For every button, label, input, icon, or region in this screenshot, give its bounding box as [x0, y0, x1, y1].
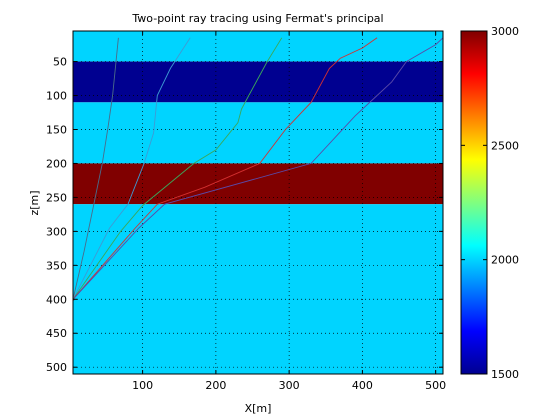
y-tick-label: 300 — [46, 225, 67, 238]
velocity-layer — [73, 204, 443, 374]
velocity-layer — [73, 61, 443, 103]
y-tick-label: 150 — [46, 123, 67, 136]
colorbar-tick-label: 2000 — [491, 254, 519, 267]
velocity-layers — [73, 31, 443, 374]
y-tick-label: 450 — [46, 327, 67, 340]
ray-path — [73, 37, 191, 300]
y-tick-label: 350 — [46, 259, 67, 272]
y-tick-label: 100 — [46, 90, 67, 103]
x-tick-label: 100 — [132, 379, 153, 392]
colorbar-ticks: 1500 2000 2500 3000 — [461, 25, 519, 381]
x-tick-label: 300 — [279, 379, 300, 392]
ray-path — [73, 37, 119, 300]
y-axis-label: z[m] — [28, 190, 41, 215]
colorbar-tick-label: 2500 — [491, 139, 519, 152]
y-tick-label: 250 — [46, 191, 67, 204]
y-tick-label: 500 — [46, 361, 67, 374]
velocity-layer — [73, 163, 443, 205]
y-tick-label: 200 — [46, 157, 67, 170]
ray-path — [73, 37, 443, 300]
velocity-layer — [73, 31, 443, 62]
plot-frame — [72, 30, 444, 375]
y-axis-ticks: 50 100 150 200 250 300 350 400 450 500 — [46, 56, 443, 374]
x-tick-label: 400 — [352, 379, 373, 392]
colorbar-tick-label: 3000 — [491, 25, 519, 38]
colorbar-gradient — [460, 30, 488, 375]
plot-area — [73, 31, 443, 374]
ray-path — [73, 37, 283, 300]
velocity-layer — [73, 102, 443, 164]
y-tick-label: 400 — [46, 293, 67, 306]
ray-path — [73, 37, 378, 300]
x-tick-label: 200 — [205, 379, 226, 392]
chart-title: Two-point ray tracing using Fermat's pri… — [131, 12, 383, 25]
x-tick-label: 500 — [425, 379, 446, 392]
x-axis-ticks: 100 200 300 400 500 — [132, 31, 446, 392]
y-tick-label: 50 — [53, 56, 67, 69]
grid-lines — [73, 31, 443, 374]
ray-paths — [73, 37, 443, 301]
x-axis-label: X[m] — [245, 402, 272, 415]
colorbar: 1500 2000 2500 3000 — [460, 25, 519, 381]
colorbar-tick-label: 1500 — [491, 368, 519, 381]
